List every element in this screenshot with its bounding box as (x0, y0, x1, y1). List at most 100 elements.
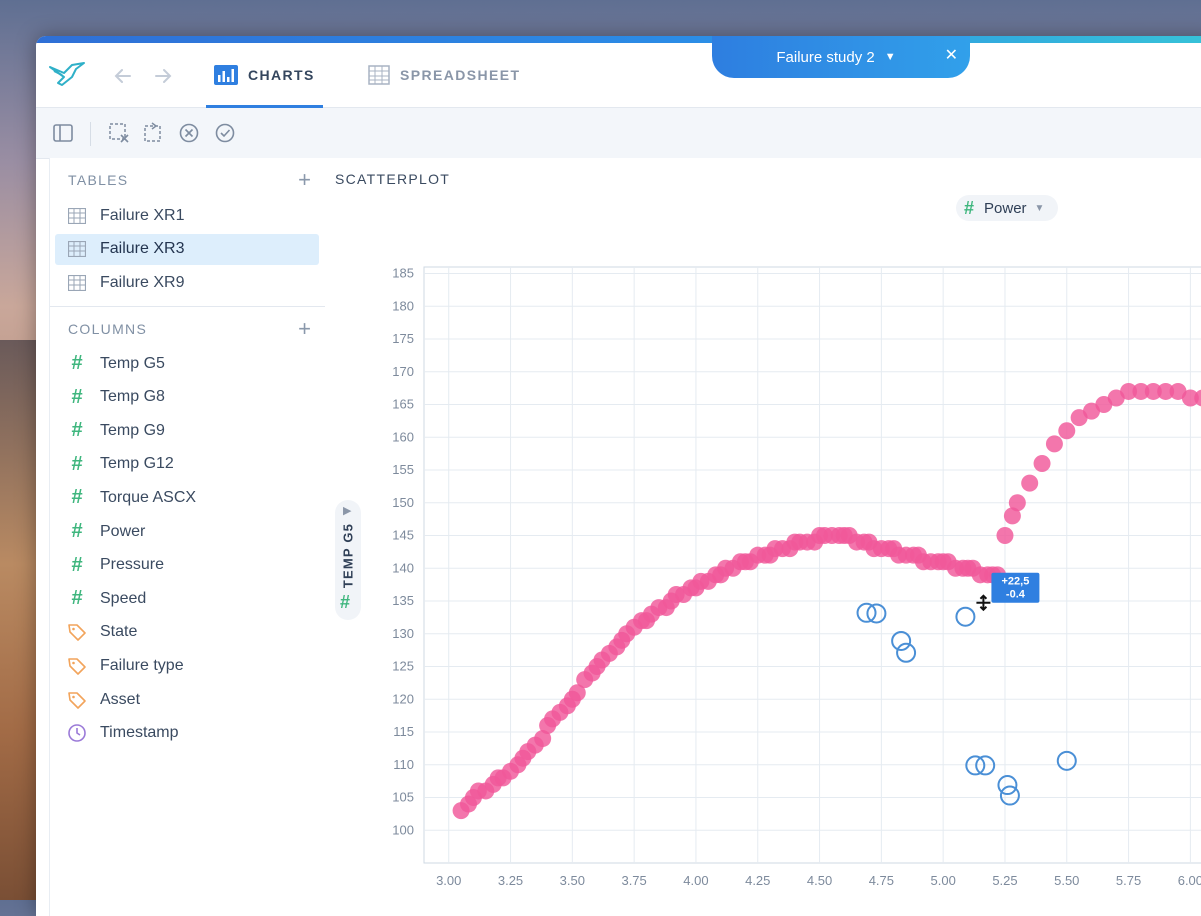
y-tick-label: 160 (392, 429, 414, 444)
selected-point (856, 602, 877, 623)
file-tab-title: Failure study 2 (776, 48, 875, 66)
chart-panel: 3.00 3.25 3.50 3.75 4.00 4.25 4.50 4.75 5.00 5.25… (325, 158, 1201, 916)
table-item-label: Failure XR1 (100, 206, 185, 224)
tables-header: TABLES (68, 172, 129, 188)
table-item[interactable]: Failure XR3 (55, 233, 319, 265)
table-item-label: Failure XR3 (100, 240, 185, 257)
tooltip-line: +22,5 (1001, 576, 1029, 588)
x-tick-label: 4.00 (683, 873, 708, 888)
circle-x-icon[interactable] (178, 122, 200, 144)
selected-point (896, 642, 917, 663)
x-tick-label: 4.50 (807, 873, 832, 888)
file-tab[interactable]: Failure study 2 ▼ ✕ (712, 36, 970, 78)
scatterplot[interactable]: 3.00 3.25 3.50 3.75 4.00 4.25 4.50 4.75 5.00 5.25… (325, 158, 1201, 916)
column-item[interactable]: Timestamp (55, 718, 319, 749)
hummingbird-logo-icon[interactable] (48, 59, 86, 89)
add-column-icon[interactable]: + (298, 316, 311, 341)
column-item-label: Torque ASCX (100, 488, 197, 506)
data-point (1194, 389, 1201, 407)
table-grid-icon (67, 206, 87, 226)
numeric-hash-icon: # (71, 419, 83, 442)
column-item[interactable]: # Torque ASCX (55, 482, 319, 513)
lasso-remove-icon[interactable] (108, 122, 130, 144)
column-item[interactable]: Asset (55, 684, 319, 715)
chevron-right-icon: ▶ (343, 505, 352, 517)
y-tick-label: 130 (392, 626, 414, 641)
column-item[interactable]: # Pressure (55, 550, 319, 581)
y-tick-label: 165 (392, 397, 414, 412)
x-tick-label: 5.50 (1054, 873, 1079, 888)
y-tick-label: 125 (392, 659, 414, 674)
x-tick-label: 3.75 (621, 873, 646, 888)
back-arrow-icon[interactable] (112, 65, 134, 87)
column-item-label: Temp G5 (100, 354, 165, 372)
column-item[interactable]: # Power (55, 516, 319, 547)
selected-point (866, 603, 887, 624)
sidebar-toggle-icon[interactable] (52, 122, 74, 144)
x-tick-label: 6.00 (1178, 873, 1201, 888)
y-tick-label: 105 (392, 790, 414, 805)
y-tick-label: 140 (392, 560, 414, 575)
x-axis-field-selector[interactable]: # Power ▼ (956, 195, 1058, 221)
top-bar: CHARTS SPREADSHEET Failure study 2 ▼ ✕ (36, 36, 1201, 108)
y-axis-field-selector[interactable]: ▶ TEMP G5 # (335, 500, 361, 620)
selected-point (997, 775, 1018, 796)
x-tick-label: 5.25 (992, 873, 1017, 888)
chart-title: SCATTERPLOT (335, 171, 451, 187)
numeric-hash-icon: # (71, 452, 83, 475)
y-tick-label: 115 (393, 724, 414, 739)
selected-point (999, 785, 1020, 806)
data-point (996, 527, 1014, 545)
column-item[interactable]: # Temp G12 (55, 449, 319, 480)
forward-arrow-icon[interactable] (152, 65, 174, 87)
table-item[interactable]: Failure XR9 (55, 267, 319, 298)
column-item[interactable]: # Temp G5 (55, 348, 319, 379)
selected-point (1056, 750, 1077, 771)
plot-area (423, 266, 1201, 864)
column-item-label: Power (100, 522, 146, 540)
tooltip-line: -0.4 (1006, 589, 1026, 601)
sidebar: TABLES + Failure XR1 Failure XR3 Failure X… (49, 158, 326, 916)
column-item-label: Asset (100, 690, 141, 708)
y-axis-field-label: TEMP G5 (340, 522, 356, 589)
close-icon[interactable]: ✕ (944, 47, 958, 64)
column-item[interactable]: # Temp G9 (55, 415, 319, 446)
y-tick-label: 145 (392, 528, 414, 543)
data-point (534, 730, 552, 748)
column-item[interactable]: # Speed (55, 583, 319, 614)
data-point (1045, 435, 1063, 453)
toolbar (36, 108, 1201, 159)
x-tick-label: 5.00 (931, 873, 956, 888)
table-grid-icon (67, 273, 87, 293)
clock-icon (67, 723, 87, 743)
tab-spreadsheet[interactable]: SPREADSHEET (368, 43, 520, 107)
data-point (568, 684, 586, 702)
column-item[interactable]: State (55, 617, 319, 648)
data-point (1120, 382, 1138, 400)
toolbar-separator (90, 122, 91, 146)
table-item[interactable]: Failure XR1 (55, 200, 319, 231)
numeric-hash-icon: # (340, 592, 351, 612)
numeric-hash-icon: # (71, 553, 83, 576)
chevron-down-icon[interactable]: ▼ (884, 51, 896, 63)
y-tick-label: 120 (392, 691, 414, 706)
tab-charts-label: CHARTS (248, 67, 315, 83)
y-tick-label: 135 (392, 593, 414, 608)
sidebar-divider (50, 306, 325, 307)
tab-charts[interactable]: CHARTS (206, 43, 323, 108)
data-point (1008, 494, 1026, 512)
add-table-icon[interactable]: + (298, 167, 311, 192)
column-item-label: Temp G9 (100, 421, 165, 439)
circle-check-icon[interactable] (214, 122, 236, 144)
column-item[interactable]: Failure type (55, 650, 319, 681)
numeric-hash-icon: # (71, 587, 83, 610)
y-tick-label: 100 (392, 822, 414, 837)
numeric-hash-icon: # (71, 520, 83, 542)
column-item-label: Timestamp (100, 724, 179, 742)
column-item[interactable]: # Temp G8 (55, 382, 319, 413)
selected-point (955, 606, 976, 627)
lasso-invert-icon[interactable] (142, 122, 164, 144)
selected-point (975, 755, 996, 776)
selected-point (965, 755, 986, 776)
y-tick-label: 110 (393, 757, 414, 772)
